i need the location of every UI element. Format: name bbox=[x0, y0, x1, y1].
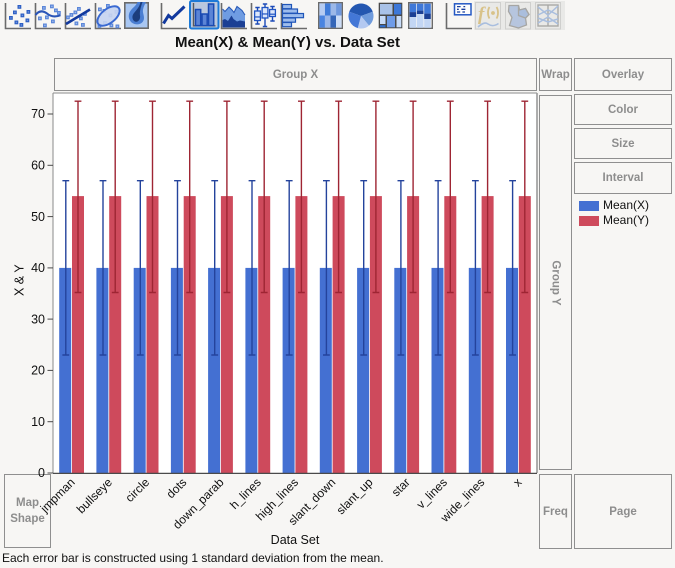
svg-text:70: 70 bbox=[31, 107, 45, 121]
svg-text:dots: dots bbox=[163, 475, 189, 501]
svg-text:0: 0 bbox=[38, 466, 45, 480]
svg-text:f: f bbox=[478, 4, 486, 25]
svg-text:bullseye: bullseye bbox=[74, 475, 115, 516]
svg-text:40: 40 bbox=[31, 261, 45, 275]
svg-text:Data Set: Data Set bbox=[271, 533, 320, 547]
svg-text:x: x bbox=[510, 475, 524, 489]
svg-text:v_lines: v_lines bbox=[414, 475, 450, 511]
svg-text:circle: circle bbox=[123, 475, 153, 505]
svg-text:50: 50 bbox=[31, 210, 45, 224]
svg-text:20: 20 bbox=[31, 364, 45, 378]
svg-text:star: star bbox=[389, 475, 413, 499]
svg-text:jmpman: jmpman bbox=[37, 475, 78, 516]
svg-text:30: 30 bbox=[31, 312, 45, 326]
svg-text:h_lines: h_lines bbox=[227, 475, 264, 512]
svg-text:60: 60 bbox=[31, 159, 45, 173]
svg-text:slant_up: slant_up bbox=[334, 475, 376, 517]
svg-text:X & Y: X & Y bbox=[13, 264, 27, 296]
svg-text:10: 10 bbox=[31, 415, 45, 429]
